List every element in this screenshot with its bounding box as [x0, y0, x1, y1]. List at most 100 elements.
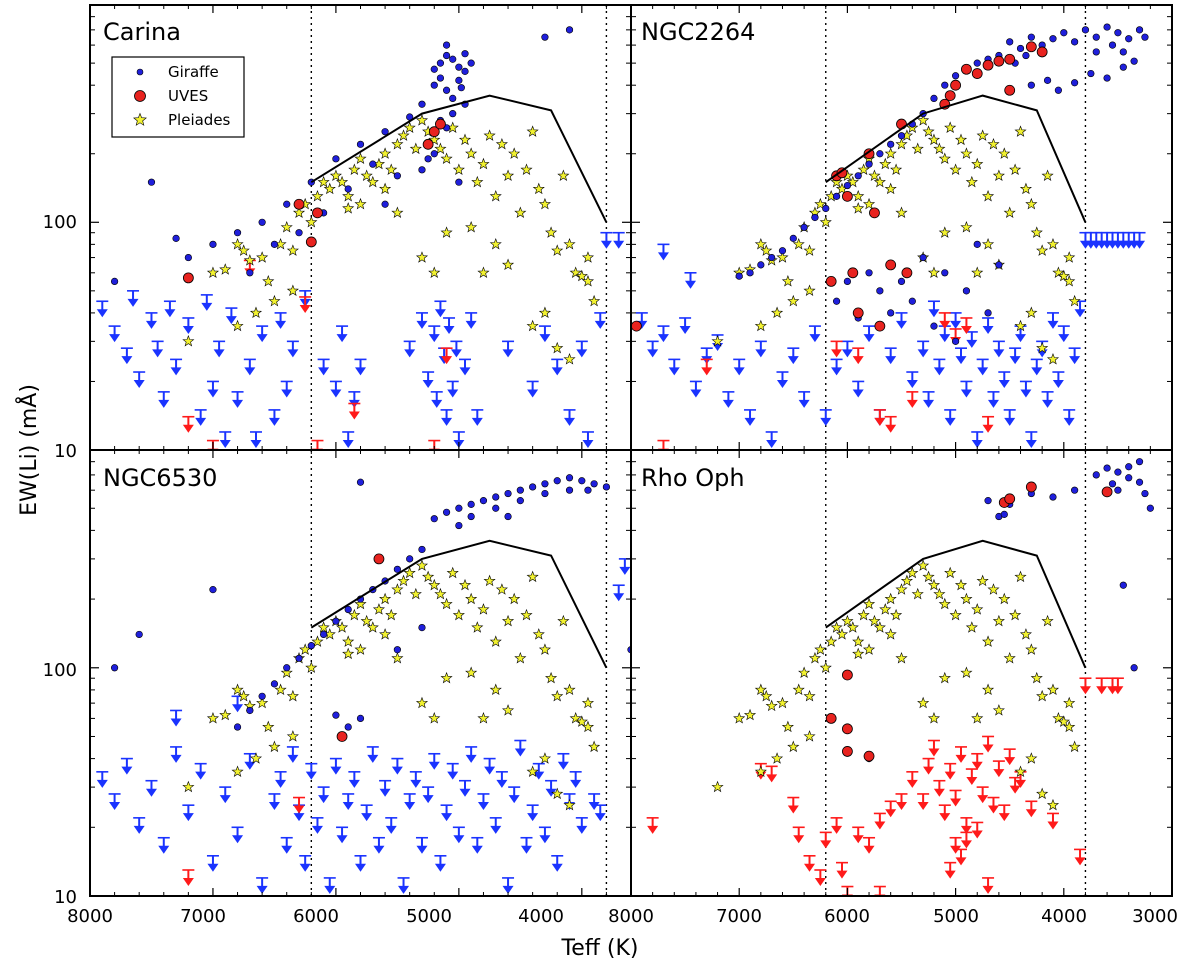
- limit-head: [1025, 809, 1037, 818]
- pleiades-star: [569, 266, 582, 278]
- limit-head: [275, 320, 287, 329]
- limit-head: [539, 334, 551, 343]
- limit-head: [863, 334, 875, 343]
- pleiades-star: [489, 189, 502, 202]
- pleiades-star: [477, 266, 490, 278]
- pleiades-star: [249, 752, 263, 764]
- legend-label-giraffe: Giraffe: [168, 63, 219, 81]
- uves-upper-limit: [998, 804, 1011, 822]
- pleiades-star: [927, 133, 941, 146]
- giraffe-point: [457, 84, 465, 92]
- pleiades-star: [342, 189, 355, 202]
- uves-point: [1025, 481, 1037, 493]
- pleiades-star: [526, 570, 539, 583]
- giraffe-point: [1071, 38, 1079, 46]
- pleiades-star: [1009, 608, 1022, 621]
- pleiades-star: [906, 566, 919, 579]
- limit-head: [520, 845, 532, 854]
- limit-head: [305, 771, 317, 780]
- limit-head: [294, 458, 305, 466]
- uves-upper-limit: [765, 765, 778, 783]
- pleiades-star: [409, 142, 422, 155]
- giraffe-point: [246, 706, 254, 715]
- pleiades-star: [465, 592, 478, 605]
- giraffe-point: [233, 723, 242, 731]
- pleiades-star: [965, 175, 978, 188]
- pleiades-star: [206, 266, 220, 278]
- pleiades-star: [852, 647, 865, 660]
- giraffe-point: [209, 586, 217, 594]
- pleiades-star: [1025, 643, 1038, 655]
- limit-head: [885, 809, 897, 818]
- pleiades-star: [280, 666, 293, 679]
- limit-head: [527, 813, 539, 822]
- giraffe-point: [418, 166, 426, 174]
- pleiades-star: [292, 206, 306, 219]
- legend-box: [111, 56, 245, 138]
- giraffe-point: [1125, 35, 1133, 43]
- giraffe-point: [356, 478, 365, 486]
- giraffe-point: [1087, 69, 1095, 78]
- pleiades-star: [538, 643, 551, 655]
- limit-head: [766, 774, 778, 783]
- giraffe-upper-limit: [219, 431, 232, 448]
- pleiades-star: [884, 628, 897, 640]
- xtick-right-6000: 6000: [824, 906, 870, 927]
- giraffe-point: [492, 504, 500, 512]
- limit-head: [287, 349, 299, 358]
- uves-upper-limit: [987, 796, 1000, 814]
- pleiades-star: [465, 220, 478, 233]
- giraffe-point: [430, 81, 438, 89]
- xtick-left-6000: 6000: [293, 906, 339, 927]
- pleiades-star: [1046, 798, 1060, 811]
- uves-point: [825, 276, 837, 287]
- pleiades-star: [354, 643, 367, 655]
- pleiades-star: [434, 587, 447, 600]
- pleiades-star: [440, 226, 453, 238]
- giraffe-point: [1060, 29, 1068, 37]
- limit-head: [885, 424, 897, 433]
- uves-point: [993, 55, 1005, 67]
- giraffe-upper-limit: [600, 231, 613, 249]
- limit-head: [685, 280, 697, 289]
- limit-head: [342, 439, 354, 448]
- xtick-left-5000: 5000: [406, 906, 452, 927]
- pleiades-star: [862, 643, 876, 655]
- limit-head: [201, 302, 213, 311]
- giraffe-point: [565, 486, 574, 494]
- pleiades-star: [268, 294, 281, 307]
- pleiades-star: [814, 643, 827, 655]
- giraffe-upper-limit: [798, 391, 811, 408]
- uves-point: [874, 320, 886, 332]
- pleiades-star: [551, 341, 564, 354]
- uves-upper-limit: [873, 409, 886, 426]
- pleiades-star: [305, 661, 318, 673]
- giraffe-upper-limit: [415, 312, 428, 329]
- pleiades-star: [440, 597, 453, 610]
- giraffe-point: [951, 72, 960, 80]
- pleiades-star: [243, 254, 256, 266]
- limit-head: [431, 399, 443, 408]
- pleiades-star: [415, 114, 429, 126]
- limit-head: [814, 877, 826, 886]
- pleiades-star: [465, 147, 478, 159]
- giraffe-point: [973, 59, 981, 67]
- limit-head: [1020, 389, 1032, 398]
- limit-head: [207, 863, 219, 872]
- upper-envelope: [825, 94, 1087, 223]
- giraffe-point: [332, 617, 340, 625]
- pleiades-star: [268, 740, 281, 753]
- limit-head: [268, 417, 280, 426]
- limit-head: [465, 754, 477, 763]
- pleiades-star: [890, 608, 903, 621]
- limit-head: [966, 339, 978, 348]
- limit-head: [471, 845, 483, 854]
- giraffe-point: [1027, 33, 1035, 41]
- uves-point: [435, 118, 446, 130]
- giraffe-point: [461, 50, 469, 58]
- pleiades-star: [354, 197, 367, 210]
- pleiades-star: [1014, 765, 1027, 777]
- giraffe-upper-limit: [960, 380, 973, 398]
- pleiades-star: [825, 635, 838, 647]
- pleiades-star: [765, 699, 778, 712]
